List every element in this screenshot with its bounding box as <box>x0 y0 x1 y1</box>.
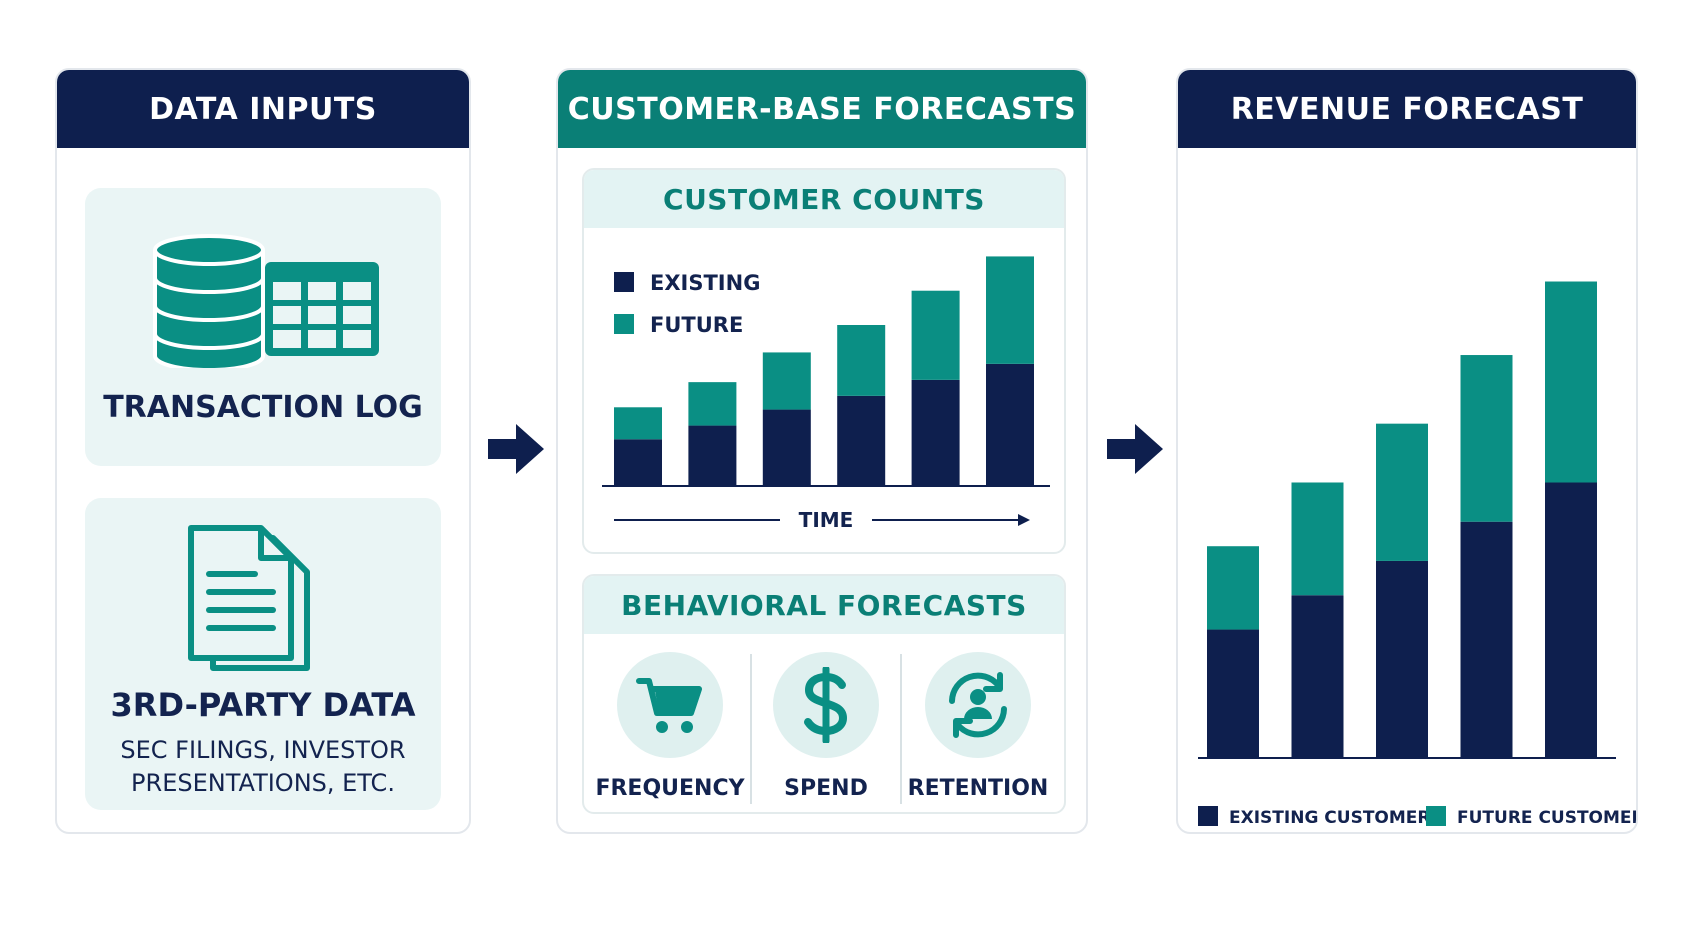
retention-icon <box>949 672 1007 738</box>
retention-label: RETENTION <box>907 776 1049 801</box>
bar-existing-4 <box>837 395 886 485</box>
bar-future-2 <box>1291 482 1344 596</box>
revenue-forecast-panel: REVENUE FORECAST EXISTING CUSTOMERS FUTU… <box>1176 68 1638 834</box>
legend-future-customers-label: FUTURE CUSTOMERS <box>1457 808 1636 828</box>
revenue-legend: EXISTING CUSTOMERS FUTURE CUSTOMERS <box>1198 806 1636 828</box>
legend-existing-customers-label: EXISTING CUSTOMERS <box>1229 808 1443 828</box>
transaction-log-title: TRANSACTION LOG <box>103 390 423 425</box>
bar-future-1 <box>614 407 662 440</box>
bar-future-6 <box>986 256 1034 364</box>
behavioral-forecasts-title: BEHAVIORAL FORECASTS <box>584 576 1064 634</box>
bar-existing-5 <box>1545 482 1597 757</box>
bar-future-4 <box>1460 355 1513 522</box>
revenue-forecast-header: REVENUE FORECAST <box>1178 70 1636 148</box>
bar-existing-3 <box>762 409 811 485</box>
dollar-icon <box>804 667 848 743</box>
bar-existing-3 <box>1376 560 1428 757</box>
document-icon <box>188 525 310 671</box>
spend-label: SPEND <box>784 776 868 801</box>
customer-counts-title: CUSTOMER COUNTS <box>584 170 1064 228</box>
bar-future-1 <box>1207 546 1259 630</box>
bar-existing-4 <box>1460 521 1513 757</box>
customer-counts-chart: EXISTING FUTURE TIME <box>602 256 1050 532</box>
time-axis-label: TIME <box>799 508 854 532</box>
table-icon <box>265 262 379 356</box>
bar-existing-2 <box>688 425 737 485</box>
data-inputs-panel: DATA INPUTS TRANSACTION LOG <box>55 68 471 834</box>
time-axis-arrowhead <box>1018 514 1030 526</box>
behavior-divider <box>900 654 902 804</box>
third-party-data-title: 3RD-PARTY DATA <box>110 686 416 724</box>
arrow-right-icon <box>488 424 544 474</box>
third-party-data-subtitle-line2: PRESENTATIONS, ETC. <box>131 769 395 797</box>
cart-icon <box>636 678 702 733</box>
bar-existing-5 <box>911 379 960 485</box>
legend-future-customers-swatch <box>1426 806 1446 826</box>
customer-base-forecasts-panel: CUSTOMER-BASE FORECASTS CUSTOMER COUNTS … <box>556 68 1088 834</box>
legend-existing-label: EXISTING <box>650 271 760 295</box>
third-party-data-subtitle-line1: SEC FILINGS, INVESTOR <box>120 736 406 764</box>
bar-future-2 <box>688 382 737 426</box>
bar-existing-1 <box>614 439 662 485</box>
bar-existing-1 <box>1207 629 1259 757</box>
legend-future-swatch <box>614 314 634 334</box>
bar-future-4 <box>837 325 886 396</box>
retention-item: RETENTION <box>903 652 1053 802</box>
frequency-item: FREQUENCY <box>595 652 745 802</box>
bar-future-3 <box>1376 423 1428 561</box>
revenue-forecast-chart <box>1198 281 1616 759</box>
bar-future-3 <box>762 352 811 410</box>
data-inputs-header: DATA INPUTS <box>57 70 469 148</box>
behavior-divider <box>750 654 752 804</box>
customer-counts-panel: CUSTOMER COUNTS EXISTING FUTURE TIME <box>582 168 1066 554</box>
customer-base-forecasts-header: CUSTOMER-BASE FORECASTS <box>558 70 1086 148</box>
behavioral-forecasts-panel: BEHAVIORAL FORECASTS FREQUENCY SPEN <box>582 574 1066 814</box>
third-party-data-card: 3RD-PARTY DATA SEC FILINGS, INVESTOR PRE… <box>85 498 441 810</box>
bar-existing-6 <box>986 363 1034 485</box>
bar-future-5 <box>911 290 960 380</box>
database-icon <box>153 234 265 368</box>
spend-item: SPEND <box>751 652 901 802</box>
legend-existing-customers-swatch <box>1198 806 1218 826</box>
transaction-log-card: TRANSACTION LOG <box>85 188 441 466</box>
legend-future-label: FUTURE <box>650 313 743 337</box>
bar-future-5 <box>1545 281 1597 483</box>
frequency-label: FREQUENCY <box>595 776 745 801</box>
bar-existing-2 <box>1291 595 1344 757</box>
legend-existing-swatch <box>614 272 634 292</box>
arrow-right-icon <box>1107 424 1163 474</box>
